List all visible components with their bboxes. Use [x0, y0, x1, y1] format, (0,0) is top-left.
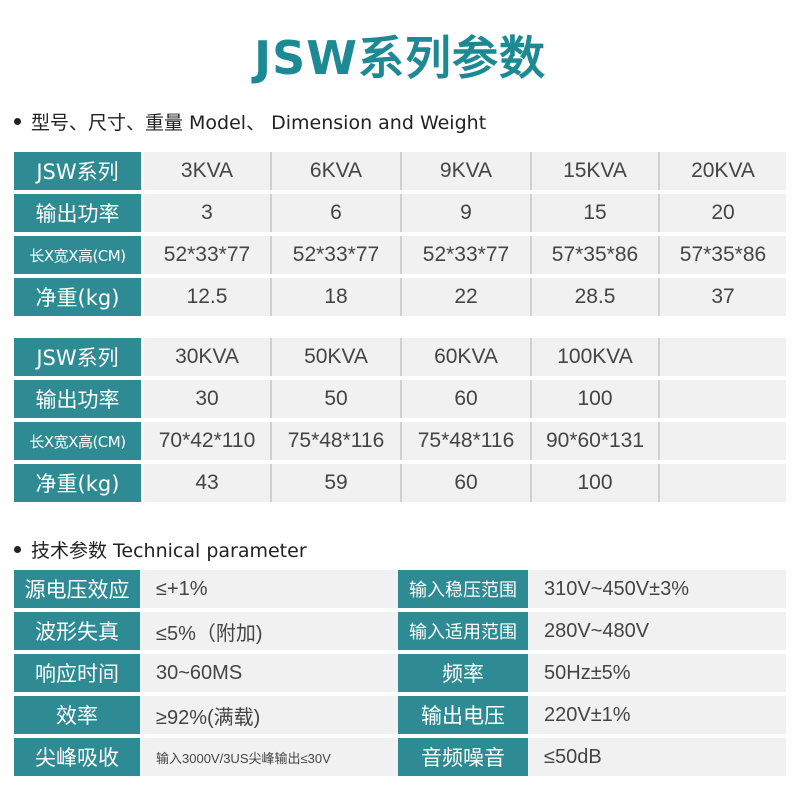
- table-cell: [660, 422, 786, 460]
- table-row: 尖峰吸收 输入3000V/3US尖峰输出≤30V 音频噪音 ≤50dB: [14, 738, 786, 776]
- table-cell: 6: [272, 194, 402, 232]
- bullet-dot-icon: [14, 546, 21, 553]
- technical-table: 源电压效应 ≤+1% 输入稳压范围 310V~450V±3% 波形失真 ≤5%（…: [14, 566, 786, 780]
- table-cell: [660, 464, 786, 502]
- table-cell: 90*60*131: [532, 422, 660, 460]
- table-row: 净重(kg) 12.5 18 22 28.5 37: [14, 278, 786, 316]
- model-table-1: JSW系列 3KVA 6KVA 9KVA 15KVA 20KVA 输出功率 3 …: [14, 148, 786, 320]
- param-label: 频率: [398, 654, 528, 692]
- param-value: 30~60MS: [140, 654, 398, 692]
- row-header: JSW系列: [14, 338, 144, 376]
- param-label: 尖峰吸收: [14, 738, 140, 776]
- table-row: JSW系列 30KVA 50KVA 60KVA 100KVA: [14, 338, 786, 376]
- param-label: 输入适用范围: [398, 612, 528, 650]
- param-label: 响应时间: [14, 654, 140, 692]
- param-label: 输入稳压范围: [398, 570, 528, 608]
- param-value: 280V~480V: [528, 612, 786, 650]
- row-header: 长X宽X高(CM): [14, 236, 144, 274]
- bullet-dot-icon: [14, 118, 21, 125]
- table-cell: 52*33*77: [144, 236, 272, 274]
- table-cell: 50: [272, 380, 402, 418]
- table-cell: 3: [144, 194, 272, 232]
- table-row: 源电压效应 ≤+1% 输入稳压范围 310V~450V±3%: [14, 570, 786, 608]
- table-cell: 75*48*116: [272, 422, 402, 460]
- table-cell: 9: [402, 194, 532, 232]
- table-cell: 52*33*77: [272, 236, 402, 274]
- param-value: 310V~450V±3%: [528, 570, 786, 608]
- table-cell: 70*42*110: [144, 422, 272, 460]
- table-cell: 9KVA: [402, 152, 532, 190]
- table-cell: 60KVA: [402, 338, 532, 376]
- param-label: 音频噪音: [398, 738, 528, 776]
- table-cell: 100KVA: [532, 338, 660, 376]
- row-header: JSW系列: [14, 152, 144, 190]
- table-cell: 15: [532, 194, 660, 232]
- row-header: 输出功率: [14, 194, 144, 232]
- table-cell: 43: [144, 464, 272, 502]
- table-row: 输出功率 3 6 9 15 20: [14, 194, 786, 232]
- param-value: 50Hz±5%: [528, 654, 786, 692]
- section-heading-technical: 技术参数 Technical parameter: [14, 536, 307, 563]
- row-header: 长X宽X高(CM): [14, 422, 144, 460]
- param-value: ≤5%（附加): [140, 612, 398, 650]
- table-cell: 37: [660, 278, 786, 316]
- table-cell: 60: [402, 464, 532, 502]
- table-cell: 30: [144, 380, 272, 418]
- param-value: 输入3000V/3US尖峰输出≤30V: [140, 738, 398, 776]
- table-row: 效率 ≥92%(满载) 输出电压 220V±1%: [14, 696, 786, 734]
- table-cell: 60: [402, 380, 532, 418]
- table-cell: [660, 380, 786, 418]
- table-row: 净重(kg) 43 59 60 100: [14, 464, 786, 502]
- table-cell: 18: [272, 278, 402, 316]
- table-cell: 50KVA: [272, 338, 402, 376]
- param-value: ≤50dB: [528, 738, 786, 776]
- param-label: 源电压效应: [14, 570, 140, 608]
- param-value: ≥92%(满载): [140, 696, 398, 734]
- param-value: ≤+1%: [140, 570, 398, 608]
- table-cell: 57*35*86: [660, 236, 786, 274]
- section-heading-model-text: 型号、尺寸、重量 Model、 Dimension and Weight: [31, 112, 487, 134]
- table-row: 长X宽X高(CM) 70*42*110 75*48*116 75*48*116 …: [14, 422, 786, 460]
- table-cell: 57*35*86: [532, 236, 660, 274]
- table-cell: 20: [660, 194, 786, 232]
- table-row: 输出功率 30 50 60 100: [14, 380, 786, 418]
- table-cell: 12.5: [144, 278, 272, 316]
- table-cell: 100: [532, 464, 660, 502]
- param-value: 220V±1%: [528, 696, 786, 734]
- param-label: 输出电压: [398, 696, 528, 734]
- section-heading-technical-text: 技术参数 Technical parameter: [31, 540, 307, 562]
- table-cell: 28.5: [532, 278, 660, 316]
- model-table-2: JSW系列 30KVA 50KVA 60KVA 100KVA 输出功率 30 5…: [14, 334, 786, 506]
- table-cell: 20KVA: [660, 152, 786, 190]
- table-cell: 6KVA: [272, 152, 402, 190]
- table-row: 波形失真 ≤5%（附加) 输入适用范围 280V~480V: [14, 612, 786, 650]
- row-header: 输出功率: [14, 380, 144, 418]
- table-cell: 52*33*77: [402, 236, 532, 274]
- table-cell: 75*48*116: [402, 422, 532, 460]
- table-cell: 3KVA: [144, 152, 272, 190]
- table-cell: [660, 338, 786, 376]
- table-cell: 30KVA: [144, 338, 272, 376]
- row-header: 净重(kg): [14, 278, 144, 316]
- table-cell: 15KVA: [532, 152, 660, 190]
- table-cell: 22: [402, 278, 532, 316]
- table-row: JSW系列 3KVA 6KVA 9KVA 15KVA 20KVA: [14, 152, 786, 190]
- param-label: 效率: [14, 696, 140, 734]
- row-header: 净重(kg): [14, 464, 144, 502]
- table-cell: 59: [272, 464, 402, 502]
- table-cell: 100: [532, 380, 660, 418]
- page-title: JSW系列参数: [254, 31, 546, 85]
- section-heading-model: 型号、尺寸、重量 Model、 Dimension and Weight: [14, 108, 486, 135]
- table-row: 长X宽X高(CM) 52*33*77 52*33*77 52*33*77 57*…: [14, 236, 786, 274]
- param-label: 波形失真: [14, 612, 140, 650]
- table-row: 响应时间 30~60MS 频率 50Hz±5%: [14, 654, 786, 692]
